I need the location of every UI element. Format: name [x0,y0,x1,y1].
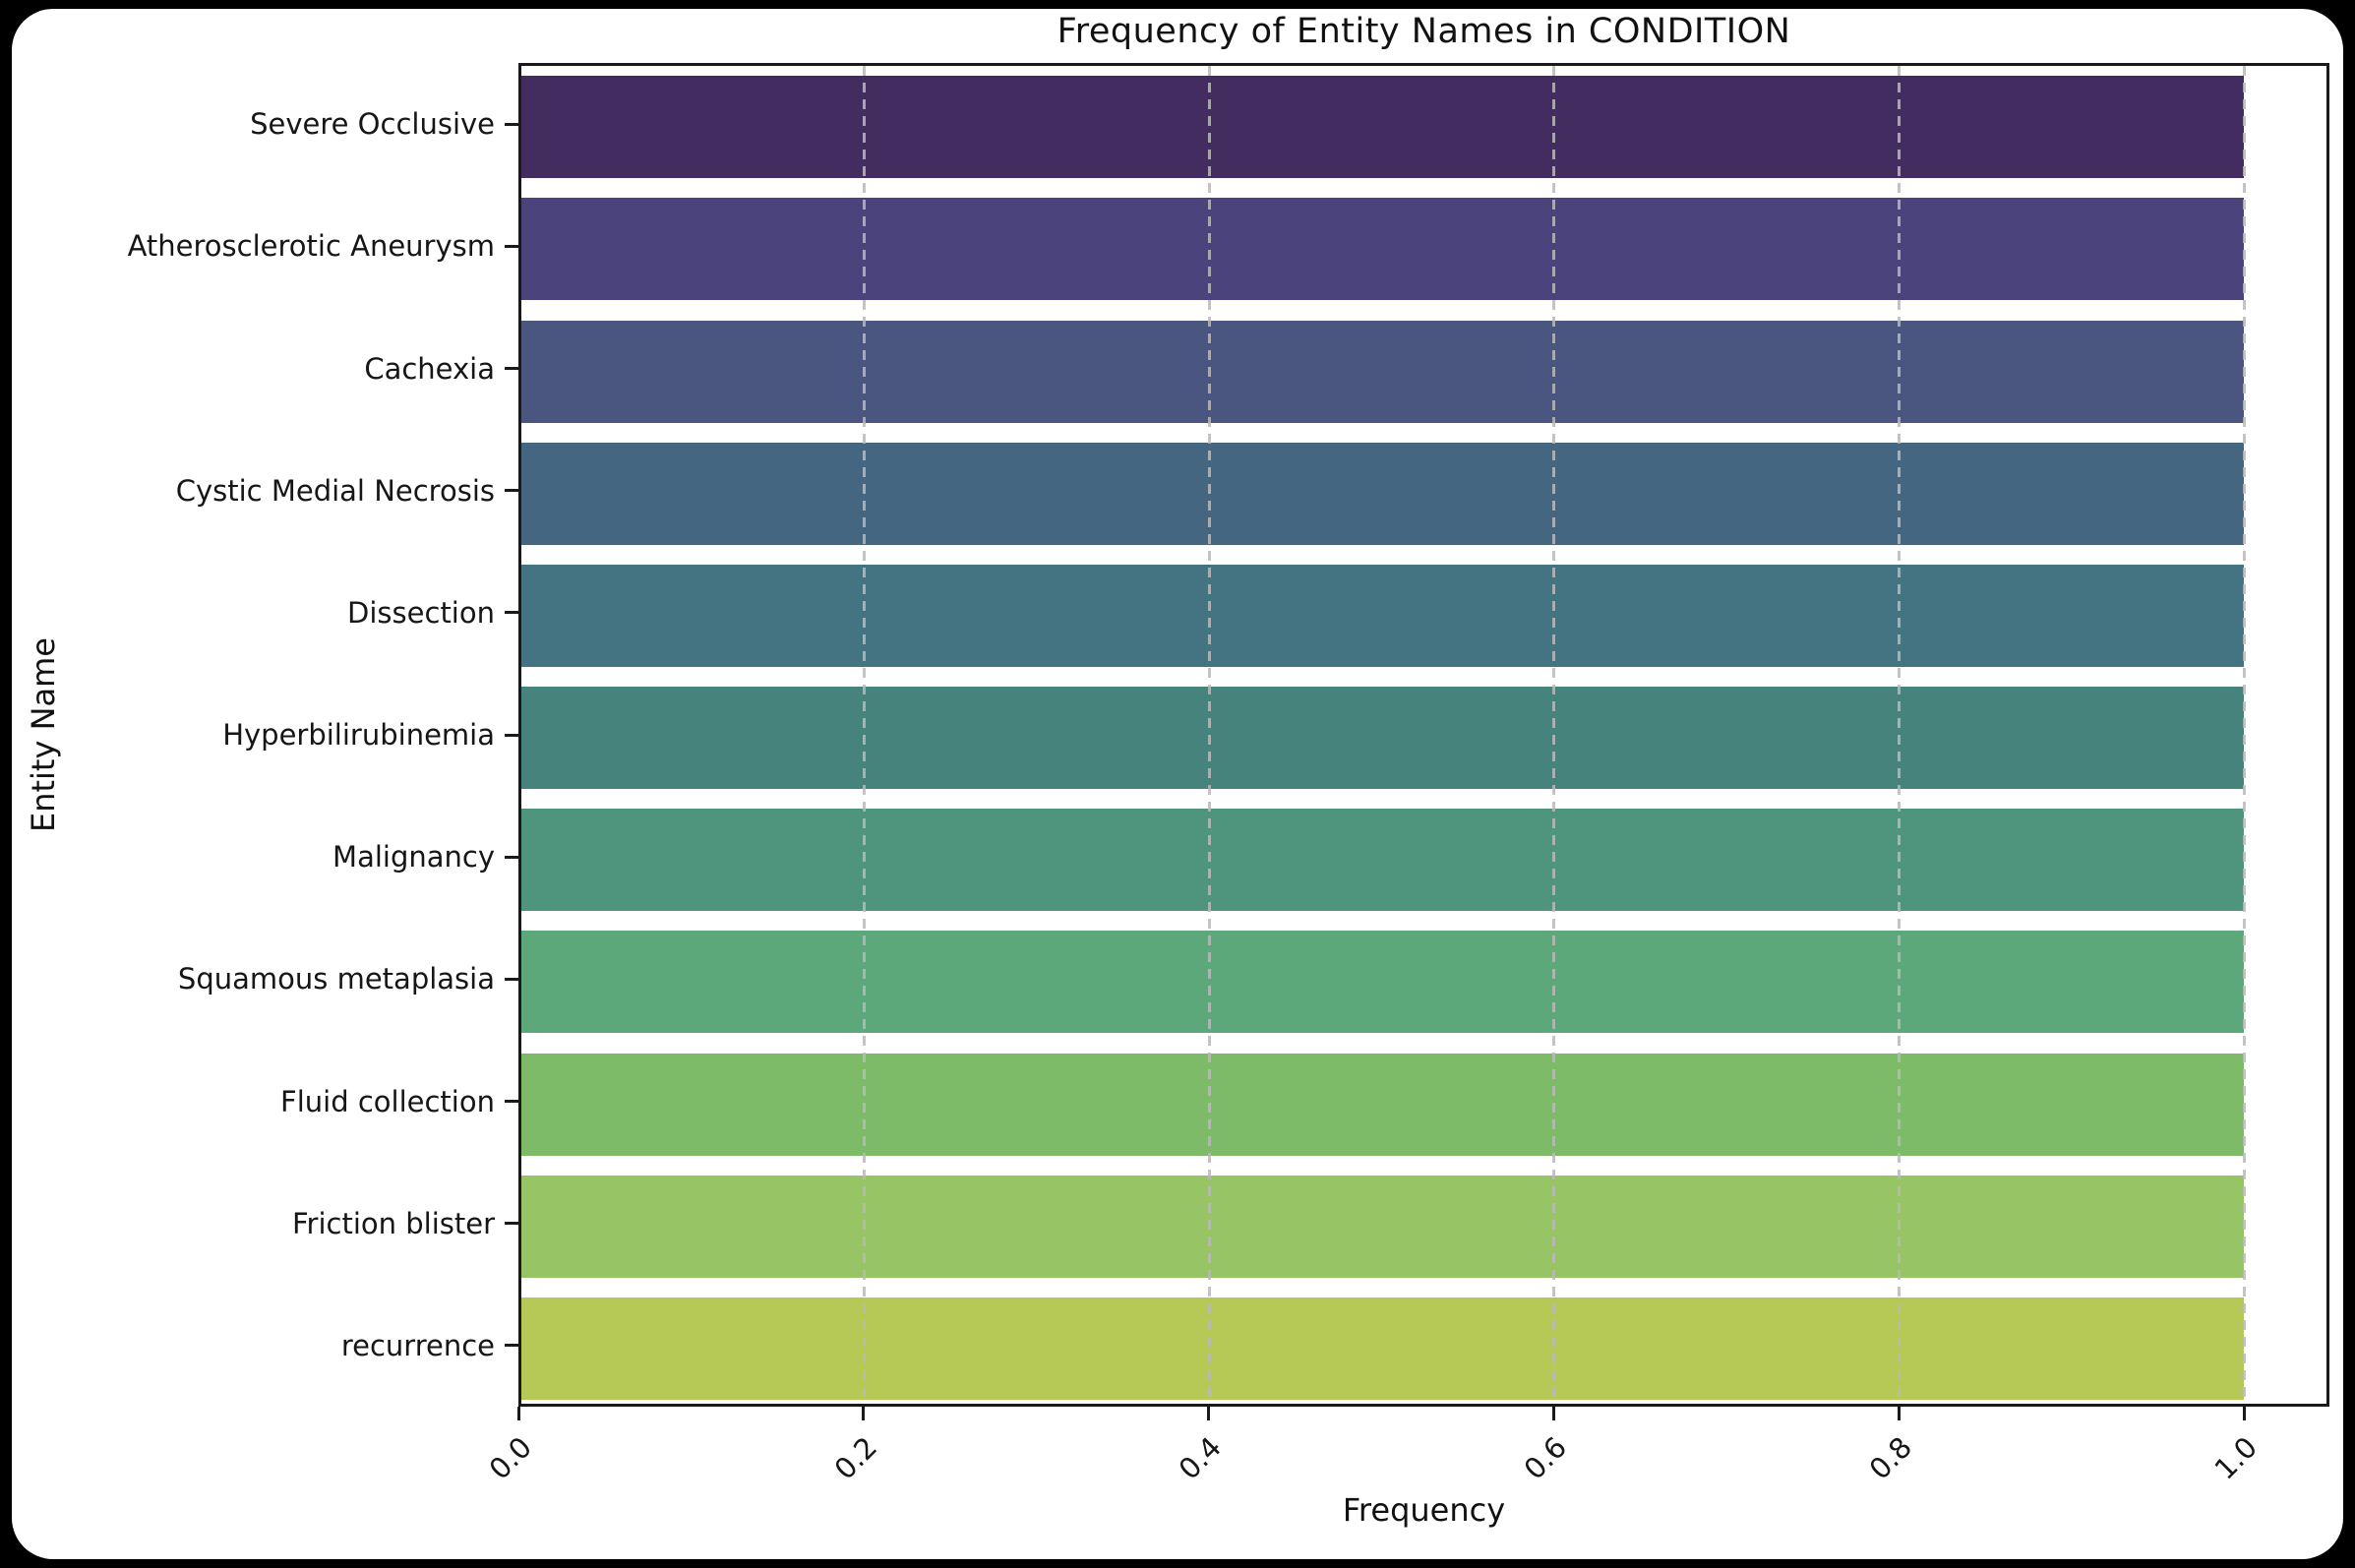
y-axis-tick-label: Friction blister [291,1206,495,1240]
y-axis-tick-label: Dissection [347,595,495,630]
y-axis-tick-mark [505,367,518,370]
bar [521,1297,2244,1400]
plot-area [518,63,2329,1407]
x-axis-tick-mark [516,1407,520,1420]
y-axis-tick-label: Cystic Medial Necrosis [175,473,495,508]
bar [521,76,2244,179]
x-axis-tick-mark [862,1407,866,1420]
y-axis-tick-mark [505,977,518,981]
x-axis-tick-mark [1897,1407,1901,1420]
bar [521,1053,2244,1156]
y-axis-tick-mark [505,1100,518,1103]
y-axis-tick-label: Fluid collection [280,1084,495,1118]
y-axis-tick-mark [505,733,518,737]
bar [521,687,2244,789]
y-axis-tick-label: Atherosclerotic Aneurysm [127,229,495,264]
grid-line [862,66,866,1404]
y-axis-tick-label: Severe Occlusive [250,107,495,142]
grid-line [1552,66,1556,1404]
bar [521,564,2244,667]
grid-line [1207,66,1211,1404]
y-axis-tick-label: Malignancy [332,840,495,874]
grid-line [2243,66,2246,1404]
y-axis-tick-mark [505,611,518,615]
y-axis-tick-mark [505,489,518,493]
y-axis-tick-label: recurrence [340,1328,495,1362]
grid-line [1898,66,1902,1404]
y-axis-tick-label: Hyperbilirubinemia [222,718,495,752]
bar [521,320,2244,423]
y-axis-tick-mark [505,244,518,248]
bar [521,198,2244,301]
bar [521,442,2244,545]
y-axis-tick-label: Squamous metaplasia [177,962,495,996]
y-axis-tick-mark [505,1222,518,1226]
y-axis-tick-label: Cachexia [364,351,495,386]
bar [521,1175,2244,1278]
x-axis-tick-mark [1551,1407,1555,1420]
x-axis-label: Frequency [1342,1491,1506,1529]
y-axis-tick-mark [505,1344,518,1348]
y-axis-tick-mark [505,122,518,126]
bar [521,931,2244,1034]
x-axis-tick-mark [2242,1407,2246,1420]
bar [521,809,2244,912]
y-axis-label: Entity Name [25,637,62,832]
y-axis-tick-mark [505,855,518,859]
x-axis-tick-mark [1207,1407,1211,1420]
chart-title: Frequency of Entity Names in CONDITION [1057,12,1791,51]
